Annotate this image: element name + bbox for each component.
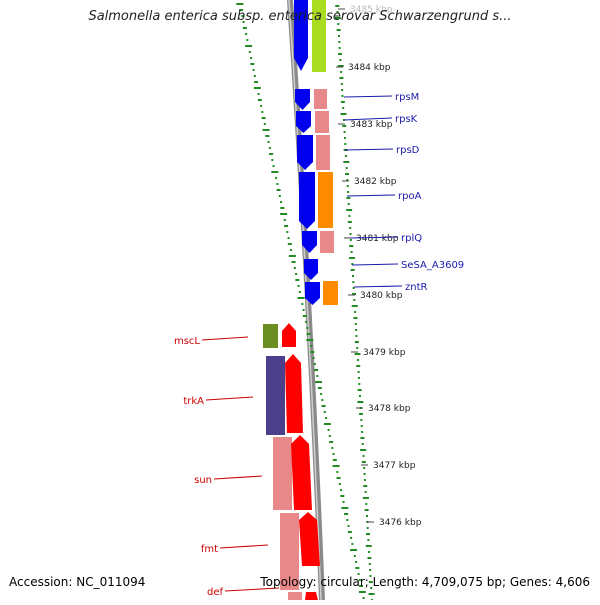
gene-label-rplq[interactable]: rplQ — [401, 233, 422, 244]
scale-label: 3485 kbp — [350, 5, 393, 15]
scale-label: 3479 kbp — [363, 348, 406, 358]
gc-skew-track-right — [334, 5, 375, 601]
forward-cds-arrow — [305, 282, 320, 305]
gene-label-sun[interactable]: sun — [194, 475, 212, 486]
gene-label-fmt[interactable]: fmt — [201, 544, 218, 555]
gene-leader-line — [344, 148, 394, 151]
gene-leader-line — [353, 285, 403, 288]
forward-cds-arrow — [304, 259, 318, 280]
scale-layer: 3485 kbp 3484 kbp 3483 kbp 3482 kbp 3481 kbp… — [336, 5, 422, 528]
gene-leader-line — [351, 263, 399, 266]
category-block — [320, 231, 334, 253]
gene-leader-line — [224, 587, 280, 592]
accession-label: Accession: NC_011094 — [9, 575, 146, 589]
category-block — [316, 135, 330, 170]
category-block — [314, 89, 327, 109]
gene-label-sesa_a3609[interactable]: SeSA_A3609 — [401, 260, 464, 271]
gene-label-rpsd[interactable]: rpsD — [396, 145, 420, 156]
gene-leader-line — [349, 236, 399, 239]
gc-skew-track-left — [236, 3, 366, 599]
scale-label: 3478 kbp — [368, 404, 411, 414]
gene-label-rpsk[interactable]: rpsK — [395, 114, 418, 125]
category-block — [323, 281, 338, 305]
gene-label-rpoa[interactable]: rpoA — [398, 191, 422, 202]
reverse-cds-arrow — [282, 323, 296, 347]
scale-label: 3481 kbp — [356, 234, 399, 244]
scale-label: 3484 kbp — [348, 63, 391, 73]
reverse-cds-arrow — [291, 435, 312, 510]
gene-label-mscl[interactable]: mscL — [174, 336, 200, 347]
scale-label: 3482 kbp — [354, 177, 397, 187]
forward-cds-arrow — [295, 89, 310, 110]
forward-cds-arrow — [294, 0, 308, 71]
scale-label: 3477 kbp — [373, 461, 416, 471]
category-block — [280, 513, 299, 590]
gene-label-trka[interactable]: trkA — [183, 396, 204, 407]
gene-label-layer: rpsM rpsK rpsD rpoA rplQ SeSA_A3609 zntR mscL tr… — [174, 92, 464, 598]
category-block — [273, 437, 292, 510]
category-block — [318, 172, 333, 228]
gene-leader-line — [343, 117, 393, 121]
category-block — [312, 0, 326, 72]
gene-leader-line — [343, 95, 393, 98]
gene-leader-line — [201, 336, 249, 341]
gene-leader-line — [205, 396, 254, 401]
scale-label: 3476 kbp — [379, 518, 422, 528]
reverse-cds-arrow — [285, 354, 303, 433]
gene-label-rpsm[interactable]: rpsM — [395, 92, 419, 103]
gene-leader-line — [346, 194, 396, 197]
forward-cds-arrow — [299, 172, 315, 229]
reverse-cds-arrow — [299, 512, 320, 566]
gene-label-def[interactable]: def — [207, 587, 224, 598]
feature-blocks — [263, 0, 338, 600]
genome-summary: Topology: circular; Length: 4,709,075 bp… — [260, 575, 590, 589]
scale-label: 3480 kbp — [360, 291, 403, 301]
reverse-cds-arrow — [305, 592, 318, 600]
backbone-highlight — [288, 0, 322, 601]
category-block — [315, 111, 329, 133]
forward-cds-arrow — [296, 111, 311, 133]
gene-leader-line — [219, 544, 269, 549]
forward-cds-arrow — [302, 231, 317, 253]
forward-cds-arrow — [297, 135, 313, 170]
category-block — [266, 356, 285, 435]
gene-leader-line — [213, 475, 263, 480]
gene-label-zntr[interactable]: zntR — [405, 282, 428, 293]
genome-title: Salmonella enterica subsp. enterica sero… — [88, 9, 512, 24]
scale-label: 3483 kbp — [350, 120, 393, 130]
category-block — [288, 592, 302, 600]
category-block — [263, 324, 278, 348]
